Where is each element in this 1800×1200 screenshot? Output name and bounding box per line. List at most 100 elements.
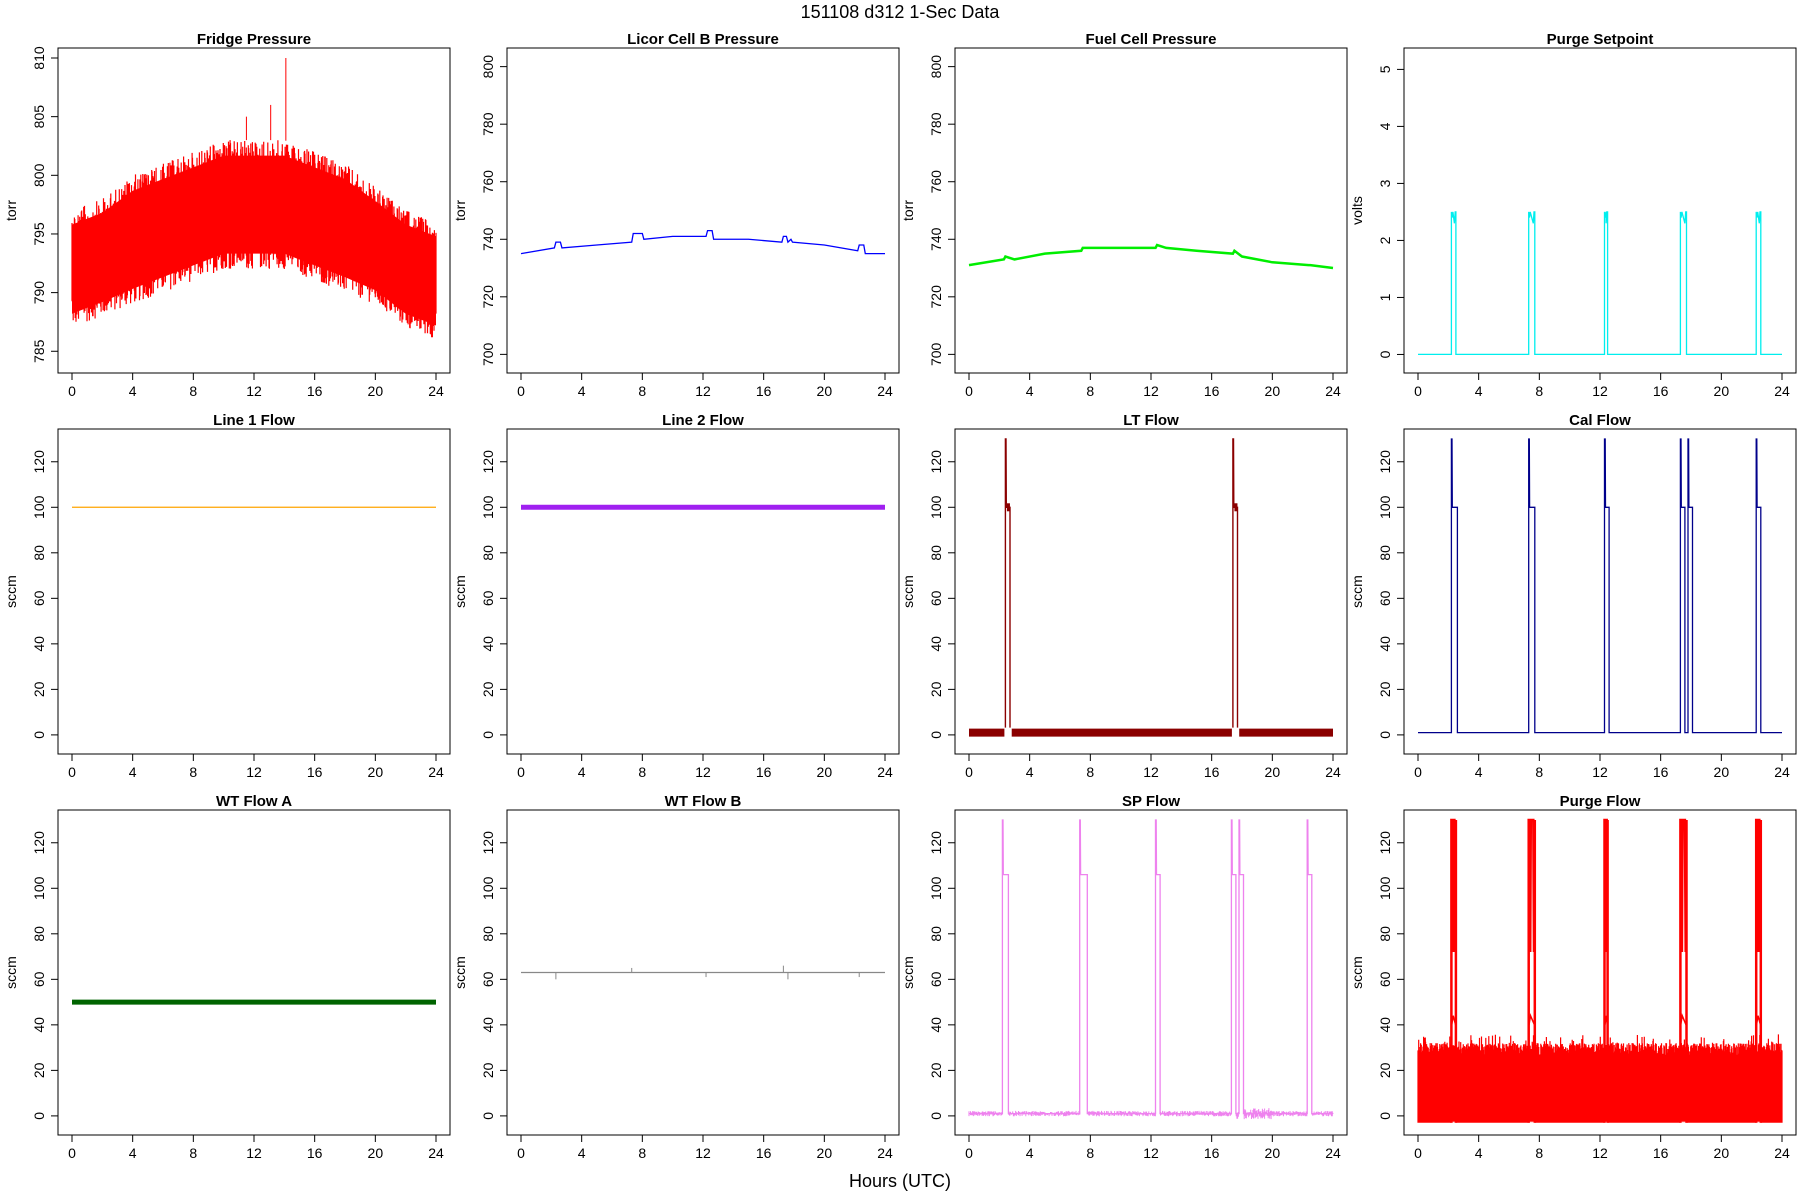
pulse — [1679, 818, 1688, 1123]
y-tick-label: 100 — [1377, 495, 1393, 519]
y-tick-label: 40 — [928, 1017, 944, 1033]
x-tick-label: 0 — [965, 764, 973, 780]
y-axis-label: sccm — [3, 956, 19, 989]
y-tick-label: 120 — [480, 450, 496, 474]
y-tick-label: 20 — [480, 681, 496, 697]
y-tick-label: 40 — [31, 636, 47, 652]
x-tick-label: 16 — [756, 764, 772, 780]
panel-title: Cal Flow — [1569, 412, 1631, 429]
plot-frame — [954, 809, 1348, 1136]
y-tick-label: 80 — [31, 545, 47, 561]
x-tick-label: 20 — [368, 1145, 384, 1161]
plot-frame — [506, 47, 900, 374]
x-tick-label: 24 — [877, 383, 893, 399]
panel-lt-flow: LT Flow sccm 0 4 8 12 16 20 24 0 20 40 60 80 100 120 — [900, 412, 1348, 780]
series — [71, 58, 437, 338]
series — [520, 229, 885, 255]
x-tick-label: 4 — [1026, 383, 1034, 399]
x-tick-label: 8 — [1086, 1145, 1094, 1161]
y-tick-label: 80 — [31, 926, 47, 942]
y-tick-label: 785 — [31, 339, 47, 363]
y-tick-label: 60 — [1377, 590, 1393, 606]
y-axis-label: sccm — [900, 575, 916, 608]
y-tick-label: 80 — [480, 926, 496, 942]
pulse — [1450, 818, 1458, 1123]
y-tick-label: 80 — [928, 545, 944, 561]
y-tick-label: 700 — [928, 342, 944, 366]
x-tick-label: 8 — [638, 1145, 646, 1161]
y-axis-label: sccm — [452, 956, 468, 989]
y-tick-label: 80 — [1377, 545, 1393, 561]
y-tick-label: 100 — [928, 495, 944, 519]
y-axis-label: volts — [1349, 196, 1365, 225]
y-tick-label: 40 — [928, 636, 944, 652]
x-tick-label: 12 — [695, 383, 711, 399]
x-tick-label: 16 — [307, 383, 323, 399]
x-tick-label: 0 — [517, 1145, 525, 1161]
y-tick-label: 760 — [480, 170, 496, 194]
figure-title: 151108 d312 1-Sec Data — [801, 2, 1001, 22]
series-line — [520, 229, 885, 255]
series — [1418, 211, 1782, 356]
y-tick-label: 20 — [31, 1062, 47, 1078]
panel-purge-flow: Purge Flow sccm 0 4 8 12 16 20 24 0 20 40 60 80 100 120 — [1349, 793, 1797, 1161]
plot-frame — [1403, 428, 1797, 755]
y-tick-label: 40 — [1377, 1017, 1393, 1033]
y-tick-label: 100 — [1377, 876, 1393, 900]
y-axis-label: sccm — [3, 575, 19, 608]
panel-fuel-cell-pressure: Fuel Cell Pressure torr 0 4 8 12 16 20 24 700 720 7… — [900, 31, 1348, 399]
x-tick-label: 20 — [368, 764, 384, 780]
series-line — [1418, 211, 1782, 356]
x-tick-label: 12 — [246, 764, 262, 780]
panel-title: Licor Cell B Pressure — [627, 31, 779, 48]
y-tick-label: 720 — [480, 285, 496, 309]
y-tick-label: 80 — [480, 545, 496, 561]
panel-title: Fuel Cell Pressure — [1086, 31, 1217, 48]
y-tick-label: 60 — [1377, 971, 1393, 987]
x-tick-label: 8 — [638, 383, 646, 399]
y-tick-label: 800 — [928, 55, 944, 79]
y-tick-label: 740 — [480, 227, 496, 251]
plateau-block — [1006, 503, 1010, 512]
pulse — [1603, 818, 1609, 1123]
y-tick-label: 120 — [1377, 831, 1393, 855]
x-tick-label: 0 — [517, 764, 525, 780]
panel-title: Purge Setpoint — [1547, 31, 1654, 48]
y-tick-label: 80 — [1377, 926, 1393, 942]
gap — [1004, 727, 1012, 738]
plot-frame — [506, 428, 900, 755]
x-tick-label: 8 — [1086, 764, 1094, 780]
y-tick-label: 2 — [1377, 236, 1393, 244]
plot-frame — [57, 47, 451, 374]
x-tick-label: 12 — [1592, 383, 1608, 399]
y-tick-label: 40 — [480, 1017, 496, 1033]
series-band — [72, 155, 436, 326]
plot-frame — [954, 47, 1348, 374]
y-tick-label: 20 — [1377, 1062, 1393, 1078]
x-tick-label: 16 — [756, 383, 772, 399]
y-tick-label: 20 — [928, 681, 944, 697]
x-tick-label: 20 — [1265, 383, 1281, 399]
y-tick-label: 60 — [928, 971, 944, 987]
x-tick-label: 8 — [189, 383, 197, 399]
y-tick-label: 720 — [928, 285, 944, 309]
x-tick-label: 0 — [68, 383, 76, 399]
y-tick-label: 4 — [1377, 122, 1393, 130]
y-axis-label: sccm — [900, 956, 916, 989]
y-tick-label: 795 — [31, 222, 47, 246]
x-tick-label: 24 — [1325, 1145, 1341, 1161]
panel-line-2-flow: Line 2 Flow sccm 0 4 8 12 16 20 24 0 20 40 60 80 100 12… — [452, 412, 900, 780]
y-tick-label: 100 — [480, 876, 496, 900]
x-tick-label: 16 — [1653, 1145, 1669, 1161]
x-axis-label: Hours (UTC) — [849, 1171, 951, 1191]
panel-title: Purge Flow — [1560, 793, 1641, 810]
y-tick-label: 780 — [928, 112, 944, 136]
x-tick-label: 12 — [246, 1145, 262, 1161]
y-tick-label: 0 — [928, 731, 944, 739]
pulse-shoulder — [1604, 1015, 1609, 1026]
x-tick-label: 4 — [1026, 764, 1034, 780]
pulse-shoulder — [1450, 1015, 1457, 1026]
x-tick-label: 12 — [1143, 1145, 1159, 1161]
